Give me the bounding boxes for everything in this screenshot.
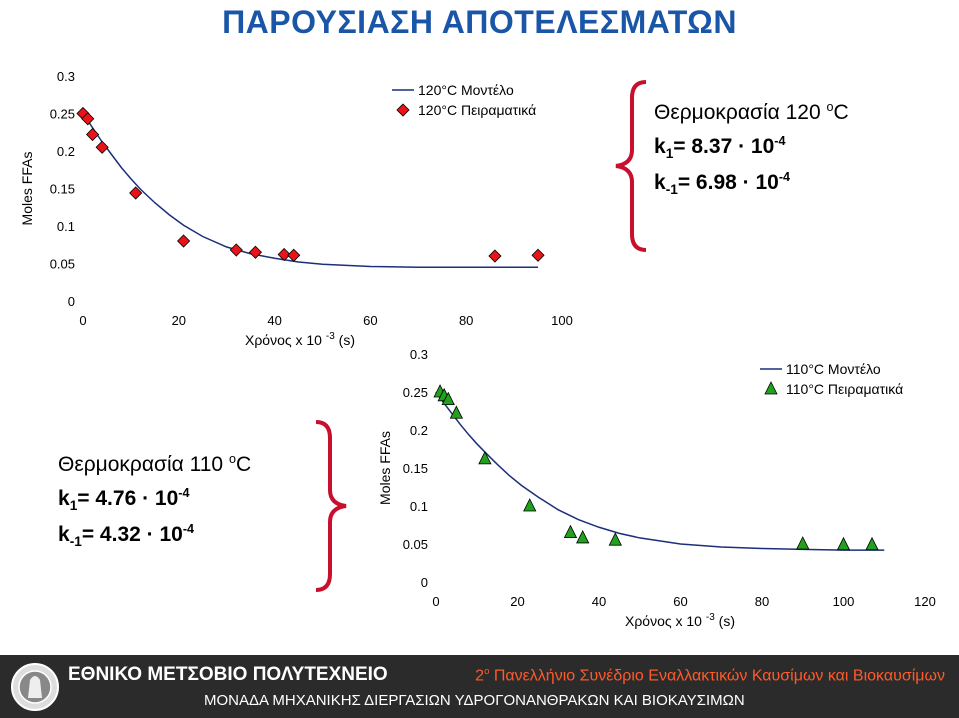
chart-110c-data-point [836,536,851,551]
chart-120c-data-point [229,243,243,257]
chart-110c-data-point [523,498,537,512]
chart-110c-data-point [576,530,590,544]
km1-value-120c: k-1= 6.98 · 10-4 [654,170,791,198]
chart-110c-ytick-label: 0.3 [410,347,428,362]
chart-110c-ytick-label: 0.05 [403,537,428,552]
chart-120c-ytick-label: 0.3 [57,69,75,84]
chart-110c-model-line [435,391,885,551]
footer-conference: 2ο Πανελλήνιο Συνέδριο Εναλλακτικών Καυσ… [475,666,945,685]
chart-120c-xlabel: Χρόνος x 10 -3 (s) [245,331,355,348]
chart-110c-ytick-label: 0 [421,575,428,590]
chart-110c-data-point [478,450,492,465]
chart-110c-xtick-label: 120 [914,594,936,609]
chart-110c-xlabel: Χρόνος x 10 -3 (s) [625,612,735,629]
chart-110c-ytick-label: 0.1 [410,499,428,514]
chart-120c-data-point [488,249,502,263]
panel-title-110c: Θερμοκρασία 110 oC [58,452,252,476]
chart-110c-xtick-label: 40 [592,594,606,609]
chart-110c-ylabel: Moles FFAs [377,431,393,505]
university-seal-icon [11,663,59,711]
chart-110c-xtick-label: 80 [755,594,769,609]
chart-110c-data-point [563,524,578,538]
chart-120c-xtick-label: 40 [267,313,281,328]
chart-120c-xtick-label: 100 [551,313,573,328]
k1-value-110c: k1 = 4.76 · 10-4 [58,486,190,514]
chart-110c-legend-marker-swatch [764,381,778,395]
chart-120c-data-point [531,248,545,262]
chart-120c-data-point [277,247,291,262]
footer-university: ΕΘΝΙΚΟ ΜΕΤΣΟΒΙΟ ΠΟΛΥΤΕΧΝΕΙΟ [68,664,388,685]
chart-120c-marks: 0 0.05 0.1 0.15 0.2 0.25 0.3 0 20 40 60 80 100 Moles … [19,69,573,348]
chart-110c-xtick-label: 60 [673,594,687,609]
chart-120c-xtick-label: 20 [172,313,186,328]
footer-department: ΜΟΝΑΔΑ ΜΗΧΑΝΙΚΗΣ ΔΙΕΡΓΑΣΙΩΝ ΥΔΡΟΓΟΝΑΝΘΡΑ… [204,692,745,709]
chart-120c-legend-label: 120°C Μοντέλο [418,82,514,98]
slide-title: ΠΑΡΟΥΣΙΑΣΗ ΑΠΟΤΕΛΕΣΜΑΤΩΝ [222,4,737,40]
rate-panel-120c: Θερμοκρασία 120 oC k1 = 8.37 · 10-4 k-1=… [654,100,849,197]
chart-120c-data-point [86,127,100,142]
footer-bar: ΕΘΝΙΚΟ ΜΕΤΣΟΒΙΟ ΠΟΛΥΤΕΧΝΕΙΟ 2ο Πανελλήνι… [0,655,959,718]
chart-110c-ytick-label: 0.2 [410,423,428,438]
chart-120c-ytick-label: 0.1 [57,219,75,234]
chart-110c-legend-label: 110°C Μοντέλο [786,361,881,377]
chart-120c-data-point [95,140,109,154]
chart-110c-data-point [441,391,455,405]
chart-120c-ytick-label: 0.2 [57,144,75,159]
chart-110c-data-point [796,536,810,550]
km1-value-110c: k-1= 4.32 · 10-4 [58,522,195,550]
panel-title-120c: Θερμοκρασία 120 oC [654,100,849,124]
chart-120c-ytick-label: 0.15 [50,182,75,197]
chart-120c-legend-marker-swatch [396,103,410,117]
chart-120c-data-point [248,245,263,259]
chart-120c-legend-label: 120°C Πειραματικά [418,102,536,118]
chart-110c-xtick-label: 0 [432,594,439,609]
chart-120c-ylabel: Moles FFAs [19,152,35,226]
brace-110c [315,420,347,592]
chart-110c-ytick-label: 0.15 [403,461,428,476]
chart-120c-xtick-label: 80 [459,313,473,328]
chart-110c-ytick-label: 0.25 [403,385,428,400]
chart-110c-marks: 0 0.05 0.1 0.15 0.2 0.25 0.3 0 20 40 60 80 100 120 Mol… [377,347,936,629]
chart-120c-ytick-label: 0.25 [50,107,75,122]
chart-110c-data-point [865,536,879,551]
chart-120c-xtick-label: 0 [79,313,86,328]
chart-120c-model-line [82,113,539,268]
chart-110c-data-point [449,405,464,419]
chart-120c-data-point [287,248,301,262]
rate-panel-110c: Θερμοκρασία 110 oC k1 = 4.76 · 10-4 k-1=… [58,452,251,549]
chart-120c-data-point [81,112,95,126]
chart-110c-xtick-label: 20 [510,594,524,609]
brace-120c [615,80,647,252]
chart-110c-data-point [608,532,622,546]
k1-value-120c: k1 = 8.37 · 10-4 [654,134,786,162]
chart-110c-xtick-label: 100 [833,594,855,609]
chart-120c-xtick-label: 60 [363,313,377,328]
chart-120c-ytick-label: 0 [68,294,75,309]
chart-120c-data-point [129,186,143,200]
chart-120c-data-point [177,234,191,248]
chart-110c-legend-label: 110°C Πειραματικά [786,381,903,397]
chart-120c-ytick-label: 0.05 [50,257,75,272]
